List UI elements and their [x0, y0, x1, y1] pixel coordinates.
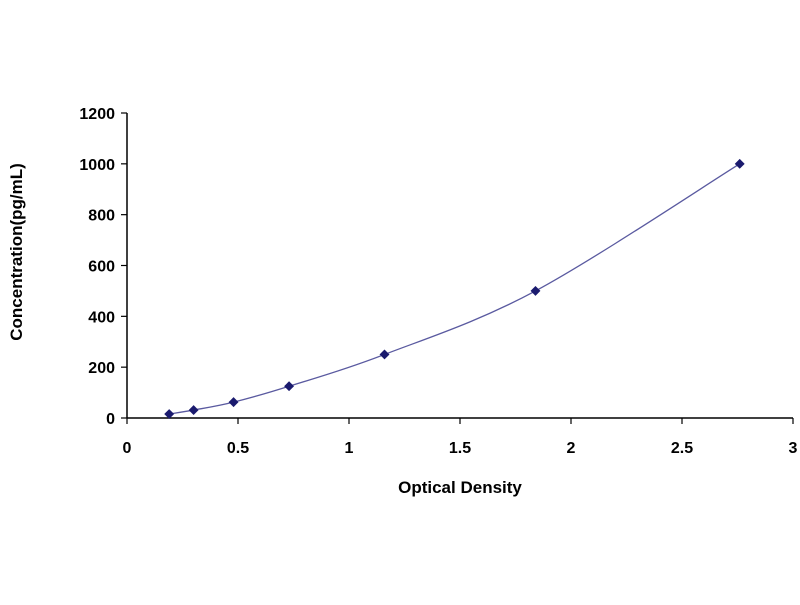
data-point: [164, 409, 175, 419]
x-axis-title: Optical Density: [398, 478, 522, 497]
y-tick-label: 800: [88, 208, 115, 225]
y-axis-title: Concentration(pg/mL): [7, 163, 26, 341]
data-point: [228, 397, 239, 408]
x-tick-label: 2.5: [671, 440, 693, 457]
fit-curve: [169, 163, 741, 415]
x-tick-label: 2: [567, 440, 576, 457]
x-tick-label: 0: [123, 440, 132, 457]
data-point: [734, 158, 745, 169]
y-tick-label: 0: [106, 411, 115, 428]
y-tick-label: 600: [88, 259, 115, 276]
data-point: [284, 381, 295, 392]
axes: 0 0.5 1 1.5 2 2.5 3 0 200 400 600 800 1000 1200: [79, 106, 797, 457]
data-point: [188, 405, 199, 416]
fit-curve-layer: [169, 163, 741, 415]
x-tick-label: 0.5: [227, 440, 249, 457]
y-tick-label: 1200: [79, 106, 115, 123]
x-tick-label: 3: [789, 440, 798, 457]
x-tick-label: 1.5: [449, 440, 471, 457]
y-tick-label: 200: [88, 360, 115, 377]
data-point: [530, 285, 541, 296]
y-tick-label: 400: [88, 309, 115, 326]
data-point: [379, 349, 390, 360]
data-points-layer: [164, 158, 745, 419]
y-tick-label: 1000: [79, 157, 115, 174]
x-tick-label: 1: [345, 440, 354, 457]
